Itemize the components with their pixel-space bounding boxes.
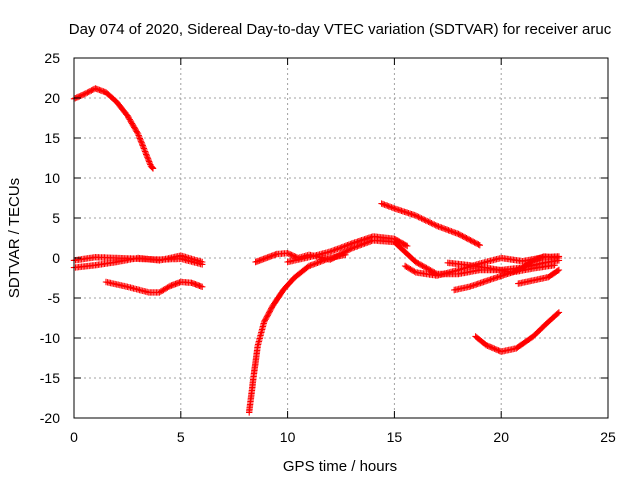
x-axis-label: GPS time / hours [283, 458, 397, 475]
series-markers [451, 262, 558, 294]
x-tick-label: 25 [600, 429, 616, 445]
series-s4 [102, 278, 206, 296]
y-tick-label: 25 [44, 50, 60, 66]
series-markers [102, 278, 206, 296]
series-s11 [451, 262, 558, 294]
grid-lines [74, 58, 608, 418]
y-tick-label: 0 [52, 250, 60, 266]
series-s1 [70, 85, 157, 172]
data-markers [70, 85, 563, 416]
x-tick-label: 10 [280, 429, 296, 445]
series-s7 [284, 233, 411, 266]
series-s12 [472, 309, 563, 355]
y-tick-label: -20 [40, 410, 60, 426]
series-markers [70, 85, 157, 172]
y-tick-label: -5 [48, 290, 61, 306]
y-tick-label: 15 [44, 130, 60, 146]
series-markers [472, 309, 563, 355]
plot-frame [73, 57, 609, 419]
x-tick-label: 20 [493, 429, 509, 445]
series-markers [246, 251, 349, 416]
x-tick-label: 15 [387, 429, 403, 445]
series-markers [378, 200, 483, 249]
y-axis-label: SDTVAR / TECUs [6, 178, 23, 298]
series-s13 [515, 266, 563, 287]
series-s5 [246, 251, 349, 416]
y-tick-label: -15 [40, 370, 60, 386]
y-tick-label: -10 [40, 330, 60, 346]
y-tick-label: 10 [44, 170, 60, 186]
series-s8 [378, 200, 483, 249]
y-tick-label: 5 [52, 210, 60, 226]
x-tick-label: 5 [177, 429, 185, 445]
series-markers [515, 266, 563, 287]
y-tick-label: 20 [44, 90, 60, 106]
series-markers [284, 233, 411, 266]
chart-title: Day 074 of 2020, Sidereal Day-to-day VTE… [69, 21, 612, 38]
axis-ticks: 0 5 10 15 20 25 -20 -15 -10 -5 0 5 10 15 20 25 [40, 50, 616, 445]
x-tick-label: 0 [70, 429, 78, 445]
